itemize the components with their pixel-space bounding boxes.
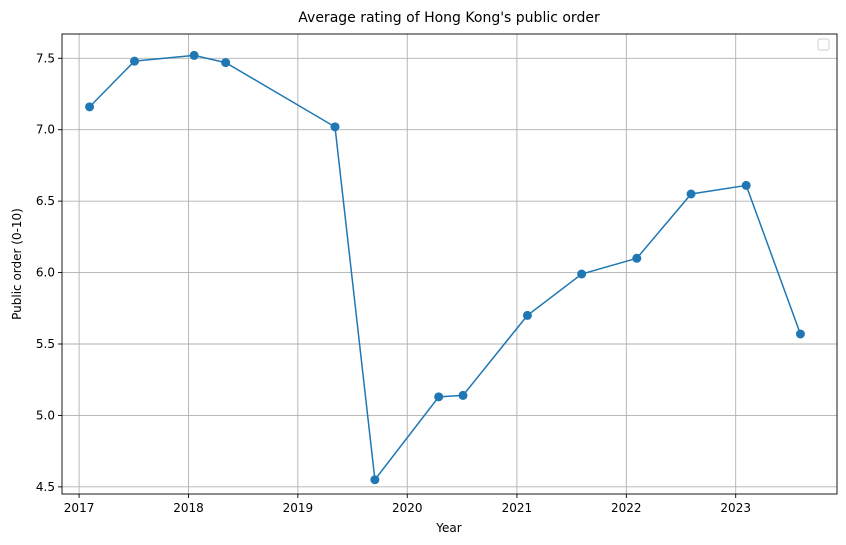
y-tick-label: 6.0 — [36, 266, 55, 280]
ticks: 2017 2018 2019 2020 2021 2022 2023 4.5 5.0 5.5 6.0… — [36, 51, 751, 515]
x-axis-label: Year — [435, 521, 461, 535]
data-point — [686, 189, 696, 199]
data-point — [741, 180, 751, 190]
plot-frame — [61, 33, 838, 495]
data-point — [189, 50, 199, 60]
x-tick-label: 2021 — [502, 501, 533, 515]
data-point — [577, 269, 587, 279]
y-tick-label: 7.0 — [36, 123, 55, 137]
data-point — [370, 475, 380, 485]
grid — [62, 34, 837, 494]
x-tick-label: 2018 — [173, 501, 204, 515]
data-point — [795, 329, 805, 339]
data-point — [330, 122, 340, 132]
x-tick-label: 2017 — [64, 501, 95, 515]
series-layer — [85, 50, 805, 485]
x-tick-label: 2020 — [392, 501, 423, 515]
data-point — [522, 310, 532, 320]
chart-title: Average rating of Hong Kong's public ord… — [298, 10, 600, 26]
series-line — [89, 54, 802, 482]
data-point — [130, 56, 140, 66]
x-tick-label: 2022 — [611, 501, 642, 515]
data-point — [458, 390, 468, 400]
y-tick-label: 4.5 — [36, 480, 55, 494]
y-tick-label: 7.5 — [36, 51, 55, 65]
legend-box — [817, 38, 830, 51]
data-point — [85, 102, 95, 112]
y-tick-label: 5.0 — [36, 408, 55, 422]
x-tick-label: 2019 — [283, 501, 314, 515]
data-point — [221, 58, 231, 68]
x-tick-label: 2023 — [720, 501, 751, 515]
y-tick-label: 5.5 — [36, 337, 55, 351]
data-point — [632, 253, 642, 263]
y-axis-label: Public order (0-10) — [10, 208, 24, 320]
data-point — [434, 392, 444, 402]
y-tick-label: 6.5 — [36, 194, 55, 208]
